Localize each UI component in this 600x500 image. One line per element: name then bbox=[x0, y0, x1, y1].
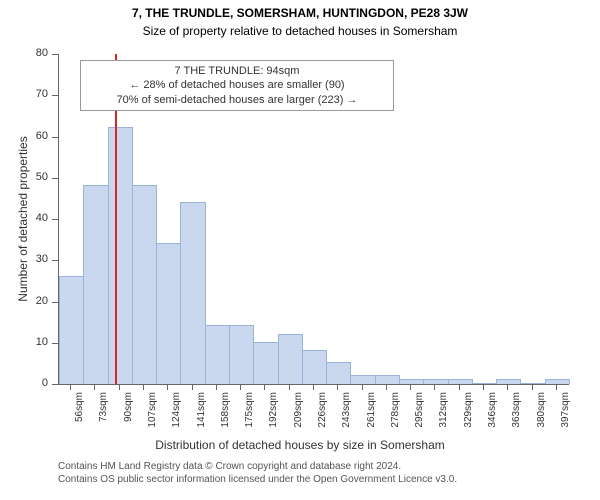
y-tick-label: 40 bbox=[18, 212, 48, 224]
histogram-bar bbox=[229, 325, 254, 384]
annotation-line-1: 7 THE TRUNDLE: 94sqm bbox=[87, 64, 387, 78]
histogram-bar bbox=[448, 379, 473, 384]
annotation-line-2: ← 28% of detached houses are smaller (90… bbox=[87, 78, 387, 92]
y-tick bbox=[52, 137, 58, 138]
x-tick bbox=[337, 384, 338, 390]
x-tick-label: 380sqm bbox=[536, 392, 547, 442]
x-tick bbox=[94, 384, 95, 390]
y-tick-label: 30 bbox=[18, 253, 48, 265]
y-tick bbox=[52, 95, 58, 96]
x-tick bbox=[507, 384, 508, 390]
histogram-bar bbox=[375, 375, 400, 384]
x-tick-label: 363sqm bbox=[511, 392, 522, 442]
copyright-footer: Contains HM Land Registry data © Crown c… bbox=[58, 460, 457, 486]
x-tick bbox=[556, 384, 557, 390]
x-tick-label: 90sqm bbox=[123, 392, 134, 442]
y-tick bbox=[52, 54, 58, 55]
histogram-bar bbox=[132, 185, 157, 384]
y-tick bbox=[52, 219, 58, 220]
footer-line-2: Contains OS public sector information li… bbox=[58, 473, 457, 486]
x-tick bbox=[410, 384, 411, 390]
histogram-bar bbox=[205, 325, 230, 384]
y-tick bbox=[52, 178, 58, 179]
histogram-bar bbox=[520, 383, 545, 384]
histogram-bar bbox=[399, 379, 424, 384]
y-tick bbox=[52, 343, 58, 344]
y-tick-label: 80 bbox=[18, 47, 48, 59]
histogram-bar bbox=[278, 334, 303, 385]
x-tick bbox=[362, 384, 363, 390]
x-tick-label: 124sqm bbox=[171, 392, 182, 442]
histogram-bar bbox=[302, 350, 327, 384]
x-tick-label: 192sqm bbox=[268, 392, 279, 442]
x-tick bbox=[264, 384, 265, 390]
x-tick bbox=[459, 384, 460, 390]
y-tick-label: 10 bbox=[18, 336, 48, 348]
histogram-bar bbox=[472, 383, 497, 384]
annotation-line-3: 70% of semi-detached houses are larger (… bbox=[87, 93, 387, 107]
histogram-bar bbox=[350, 375, 375, 384]
y-tick bbox=[52, 260, 58, 261]
histogram-bar bbox=[156, 243, 181, 384]
y-tick-label: 0 bbox=[18, 377, 48, 389]
x-tick-label: 73sqm bbox=[98, 392, 109, 442]
y-tick bbox=[52, 384, 58, 385]
x-tick-label: 329sqm bbox=[463, 392, 474, 442]
x-tick bbox=[434, 384, 435, 390]
x-tick-label: 261sqm bbox=[366, 392, 377, 442]
x-tick bbox=[483, 384, 484, 390]
x-tick-label: 346sqm bbox=[487, 392, 498, 442]
histogram-bar bbox=[108, 127, 133, 384]
x-tick-label: 243sqm bbox=[341, 392, 352, 442]
x-tick bbox=[532, 384, 533, 390]
histogram-bar bbox=[545, 379, 570, 384]
chart-title-address: 7, THE TRUNDLE, SOMERSHAM, HUNTINGDON, P… bbox=[0, 6, 600, 20]
x-tick-label: 175sqm bbox=[244, 392, 255, 442]
histogram-bar bbox=[496, 379, 521, 384]
x-tick-label: 312sqm bbox=[438, 392, 449, 442]
histogram-bar bbox=[180, 202, 205, 385]
histogram-bar bbox=[253, 342, 278, 384]
annotation-box: 7 THE TRUNDLE: 94sqm ← 28% of detached h… bbox=[80, 60, 394, 111]
x-tick bbox=[192, 384, 193, 390]
x-tick-label: 158sqm bbox=[220, 392, 231, 442]
x-tick-label: 226sqm bbox=[317, 392, 328, 442]
footer-line-1: Contains HM Land Registry data © Crown c… bbox=[58, 460, 457, 473]
x-tick bbox=[313, 384, 314, 390]
y-tick-label: 50 bbox=[18, 171, 48, 183]
x-tick-label: 209sqm bbox=[293, 392, 304, 442]
y-tick bbox=[52, 302, 58, 303]
histogram-bar bbox=[423, 379, 448, 384]
x-tick-label: 295sqm bbox=[414, 392, 425, 442]
x-tick-label: 141sqm bbox=[196, 392, 207, 442]
histogram-bar bbox=[59, 276, 84, 384]
x-tick bbox=[386, 384, 387, 390]
x-tick bbox=[167, 384, 168, 390]
x-tick bbox=[289, 384, 290, 390]
y-tick-label: 60 bbox=[18, 130, 48, 142]
x-tick-label: 397sqm bbox=[560, 392, 571, 442]
y-tick-label: 20 bbox=[18, 295, 48, 307]
x-tick bbox=[216, 384, 217, 390]
histogram-bar bbox=[83, 185, 108, 384]
x-tick bbox=[119, 384, 120, 390]
chart-subtitle: Size of property relative to detached ho… bbox=[0, 24, 600, 38]
x-tick bbox=[240, 384, 241, 390]
x-tick-label: 278sqm bbox=[390, 392, 401, 442]
x-tick bbox=[143, 384, 144, 390]
x-tick-label: 56sqm bbox=[74, 392, 85, 442]
x-tick-label: 107sqm bbox=[147, 392, 158, 442]
histogram-bar bbox=[326, 362, 351, 384]
x-tick bbox=[70, 384, 71, 390]
y-tick-label: 70 bbox=[18, 88, 48, 100]
